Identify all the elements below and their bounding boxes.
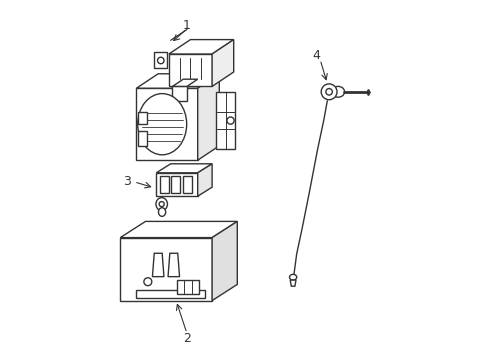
- Polygon shape: [197, 74, 219, 160]
- Bar: [183, 176, 192, 193]
- Ellipse shape: [331, 86, 344, 97]
- Polygon shape: [152, 253, 163, 276]
- Polygon shape: [212, 40, 233, 86]
- Text: 1: 1: [183, 19, 190, 32]
- Polygon shape: [120, 221, 237, 238]
- Polygon shape: [289, 280, 295, 286]
- Ellipse shape: [143, 278, 151, 286]
- Bar: [138, 112, 147, 124]
- Polygon shape: [197, 164, 212, 196]
- Text: 3: 3: [123, 175, 131, 188]
- Polygon shape: [136, 88, 197, 160]
- Polygon shape: [136, 74, 219, 88]
- Polygon shape: [120, 238, 212, 301]
- Bar: [171, 176, 180, 193]
- Polygon shape: [168, 40, 233, 54]
- Polygon shape: [212, 221, 237, 301]
- Ellipse shape: [289, 274, 296, 280]
- Bar: [138, 131, 147, 146]
- Ellipse shape: [321, 84, 336, 100]
- Ellipse shape: [325, 89, 332, 95]
- Text: 2: 2: [183, 332, 190, 345]
- Polygon shape: [215, 92, 235, 149]
- Bar: [154, 52, 167, 68]
- Ellipse shape: [138, 94, 186, 155]
- Bar: [160, 176, 168, 193]
- Polygon shape: [156, 173, 197, 196]
- Polygon shape: [156, 164, 212, 173]
- Ellipse shape: [156, 198, 167, 211]
- Bar: [172, 86, 186, 101]
- Bar: [136, 290, 205, 298]
- Ellipse shape: [158, 208, 165, 216]
- Ellipse shape: [226, 117, 234, 124]
- Ellipse shape: [157, 57, 163, 64]
- Text: 4: 4: [312, 49, 320, 62]
- Polygon shape: [172, 79, 197, 86]
- Polygon shape: [168, 253, 179, 276]
- Polygon shape: [168, 54, 212, 86]
- Bar: [177, 280, 199, 294]
- Ellipse shape: [159, 202, 164, 207]
